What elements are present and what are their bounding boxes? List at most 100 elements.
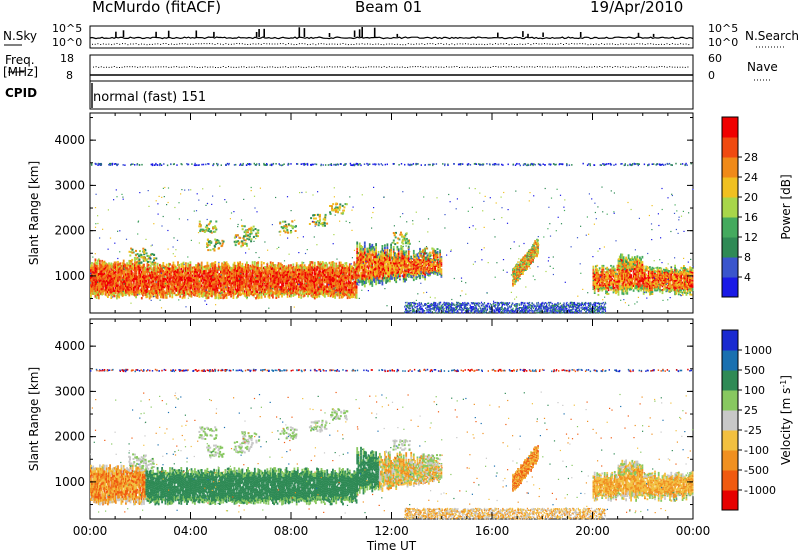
echo-cell (129, 264, 132, 268)
echo-cell (407, 163, 409, 166)
noise-search-dot (669, 44, 671, 45)
echo-cell (624, 164, 626, 166)
noise-search-dot (318, 43, 319, 45)
nave-dot (391, 66, 393, 68)
nave-dot (368, 66, 370, 68)
echo-cell (365, 281, 367, 284)
echo-cell (233, 261, 236, 265)
echo-cell (114, 270, 117, 273)
noise-search-dot (157, 43, 159, 45)
echo-cell (115, 163, 117, 165)
echo-cell (185, 262, 187, 265)
noise-search-dot (418, 43, 420, 45)
echo-cell (378, 277, 381, 280)
echo-cell (108, 264, 110, 268)
echo-cell (113, 266, 116, 270)
echo-cell (517, 280, 519, 282)
echo-cell (603, 163, 605, 165)
echo-cell (109, 292, 111, 296)
echo-cell (419, 277, 421, 280)
echo-cell (100, 272, 102, 275)
echo-cell (327, 294, 330, 297)
noise-search-dot (426, 43, 428, 45)
echo-cell (117, 294, 119, 298)
echo-cell (114, 291, 117, 294)
echo-cell (95, 293, 98, 297)
nave-dot (142, 66, 144, 68)
nave-dot (459, 67, 460, 68)
echo-cell (634, 163, 637, 165)
echo-cell (524, 163, 526, 166)
echo-cell (216, 289, 219, 292)
echo-cell (127, 268, 130, 271)
noise-search-dot (211, 43, 213, 45)
echo-cell (126, 267, 128, 270)
echo-cell (96, 262, 99, 265)
echo-cell (133, 286, 135, 289)
echo-cell (377, 250, 380, 254)
echo-cell (360, 164, 362, 167)
echo-cell (95, 273, 98, 277)
echo-cell (107, 290, 109, 294)
echo-cell (248, 163, 251, 165)
nave-dot (362, 66, 364, 68)
echo-cell (442, 163, 444, 165)
nave-dot (479, 66, 481, 68)
echo-cell (589, 164, 591, 167)
echo-cell (95, 264, 98, 268)
echo-cell (92, 268, 95, 271)
nave-dot (269, 66, 271, 68)
echo-cell (104, 269, 107, 272)
echo-cell (90, 296, 92, 299)
echo-cell (125, 287, 127, 290)
echo-cell (111, 275, 114, 278)
echo-cell (120, 289, 123, 292)
echo-cell (180, 267, 183, 270)
echo-cell (101, 293, 104, 296)
echo-cell (101, 285, 104, 288)
echo-cell (138, 164, 141, 166)
echo-cell (371, 283, 374, 287)
echo-cell (170, 274, 173, 277)
echo-cell (104, 290, 107, 294)
echo-cell (120, 278, 123, 281)
nave-dot (388, 66, 390, 68)
echo-cell (283, 163, 285, 165)
echo-cell (130, 262, 133, 266)
echo-cell (96, 267, 99, 271)
echo-cell (432, 164, 434, 167)
echo-cell (624, 163, 626, 165)
echo-cell (257, 280, 260, 283)
nave-dot (630, 66, 632, 68)
nave-dot (645, 66, 647, 67)
noise-spike (213, 31, 215, 37)
echo-cell (125, 275, 127, 278)
nave-dot (617, 66, 619, 68)
echo-cell (176, 164, 178, 166)
nave-dot (337, 66, 338, 68)
noise-search-dot (203, 43, 205, 45)
echo-cell (94, 258, 97, 262)
echo-cell (125, 293, 127, 297)
echo-cell (118, 275, 121, 279)
echo-cell (127, 283, 130, 286)
echo-cell (90, 284, 92, 287)
echo-cell (123, 292, 126, 295)
echo-cell (613, 164, 615, 166)
echo-cell (111, 286, 114, 289)
echo-cell (127, 264, 130, 267)
noise-search-dot (277, 43, 279, 45)
noise-search-dot (220, 43, 221, 45)
echo-cell (104, 274, 107, 277)
echo-cell (98, 163, 100, 165)
echo-cell (233, 164, 236, 166)
echo-cell (109, 272, 111, 275)
nave-dot (259, 66, 261, 68)
echo-cell (133, 266, 135, 270)
nave-dot (671, 66, 673, 68)
noise-search-dot (173, 44, 175, 45)
echo-cell (121, 279, 124, 283)
echo-cell (352, 295, 355, 298)
echo-cell (102, 282, 105, 286)
echo-cell (187, 163, 189, 166)
